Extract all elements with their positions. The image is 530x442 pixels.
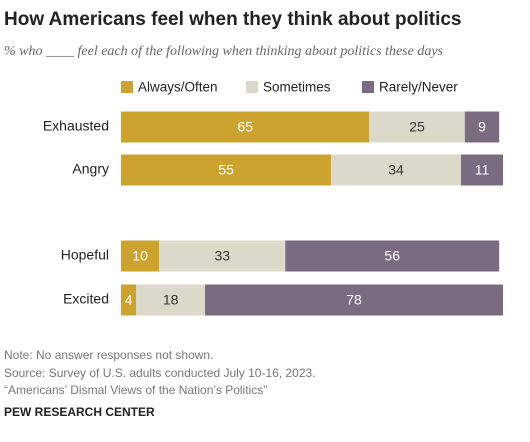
value-label: 65 <box>237 119 253 135</box>
value-label: 11 <box>475 162 490 178</box>
category-label: Angry <box>72 161 109 177</box>
bar-segment <box>159 240 286 272</box>
bar-segment <box>285 240 500 272</box>
value-label: 34 <box>388 162 404 178</box>
note: “Americans’ Dismal Views of the Nation’s… <box>4 383 267 397</box>
chart-title: How Americans feel when they think about… <box>4 9 461 30</box>
value-label: 9 <box>478 119 486 135</box>
note: Source: Survey of U.S. adults conducted … <box>4 366 316 380</box>
source-org: PEW RESEARCH CENTER <box>4 405 155 419</box>
category-label: Hopeful <box>61 247 109 263</box>
bar-segment <box>121 284 137 316</box>
bar-segment <box>331 154 461 186</box>
category-label: Excited <box>63 291 109 307</box>
bar-segment <box>464 111 500 143</box>
value-label: 56 <box>384 248 400 264</box>
value-label: 25 <box>409 119 425 135</box>
value-label: 33 <box>214 248 230 264</box>
legend-label: Sometimes <box>263 80 331 95</box>
bar-segment <box>460 154 503 186</box>
bar-segment <box>136 284 206 316</box>
bar-segment <box>121 111 370 143</box>
note: Note: No answer responses not shown. <box>4 348 213 362</box>
value-label: 78 <box>346 292 362 308</box>
legend-label: Always/Often <box>138 80 218 95</box>
legend-swatch <box>121 81 133 93</box>
bar-segment <box>121 154 332 186</box>
chart-subtitle: % who ____ feel each of the following wh… <box>4 44 444 59</box>
legend-label: Rarely/Never <box>379 80 458 95</box>
value-label: 18 <box>163 292 179 308</box>
bar-segment <box>205 284 504 316</box>
legend-swatch <box>362 81 374 93</box>
bar-segment <box>369 111 465 143</box>
value-label: 4 <box>125 292 133 308</box>
legend-swatch <box>246 81 258 93</box>
category-label: Exhausted <box>43 118 109 134</box>
bar-segment <box>121 240 160 272</box>
value-label: 10 <box>132 248 148 264</box>
value-label: 55 <box>218 162 234 178</box>
